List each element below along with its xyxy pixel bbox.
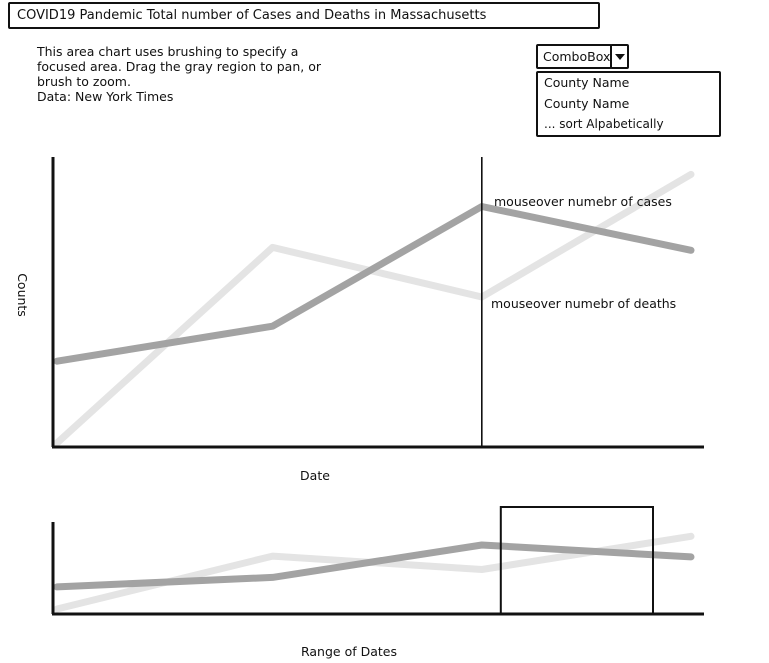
combobox-label[interactable]: ComboBox: [536, 44, 612, 69]
dropdown-option-sort-alphabetically[interactable]: ... sort Alpabetically: [544, 117, 664, 131]
cases-series-line: [53, 203, 695, 365]
description-line: brush to zoom.: [37, 74, 131, 89]
chart-description: This area chart uses brushing to specify…: [37, 44, 337, 104]
brush-selection[interactable]: [499, 506, 654, 615]
context-chart[interactable]: Range of Dates: [51, 506, 704, 659]
county-dropdown-list: County Name County Name ... sort Alpabet…: [536, 71, 721, 137]
deaths-series-line: [53, 532, 695, 613]
y-axis-label: Counts: [15, 273, 30, 317]
dropdown-option-county-name[interactable]: County Name: [544, 75, 630, 90]
context-x-axis-label: Range of Dates: [301, 644, 397, 659]
focus-chart[interactable]: mouseover numebr of cases mouseover nume…: [15, 157, 704, 483]
x-axis-label: Date: [300, 468, 330, 483]
dropdown-option-county-name[interactable]: County Name: [544, 96, 630, 111]
county-combobox[interactable]: ComboBox: [536, 44, 629, 69]
combobox-dropdown-button[interactable]: [610, 44, 629, 69]
description-line: focused area. Drag the gray region to pa…: [37, 59, 321, 74]
page-title: COVID19 Pandemic Total number of Cases a…: [8, 2, 600, 29]
description-source: Data: New York Times: [37, 89, 174, 104]
mouseover-deaths-label: mouseover numebr of deaths: [491, 296, 676, 311]
cases-series-line: [53, 541, 695, 591]
chevron-down-icon: [615, 54, 625, 60]
mouseover-cases-label: mouseover numebr of cases: [494, 194, 672, 209]
description-line: This area chart uses brushing to specify…: [37, 44, 299, 59]
